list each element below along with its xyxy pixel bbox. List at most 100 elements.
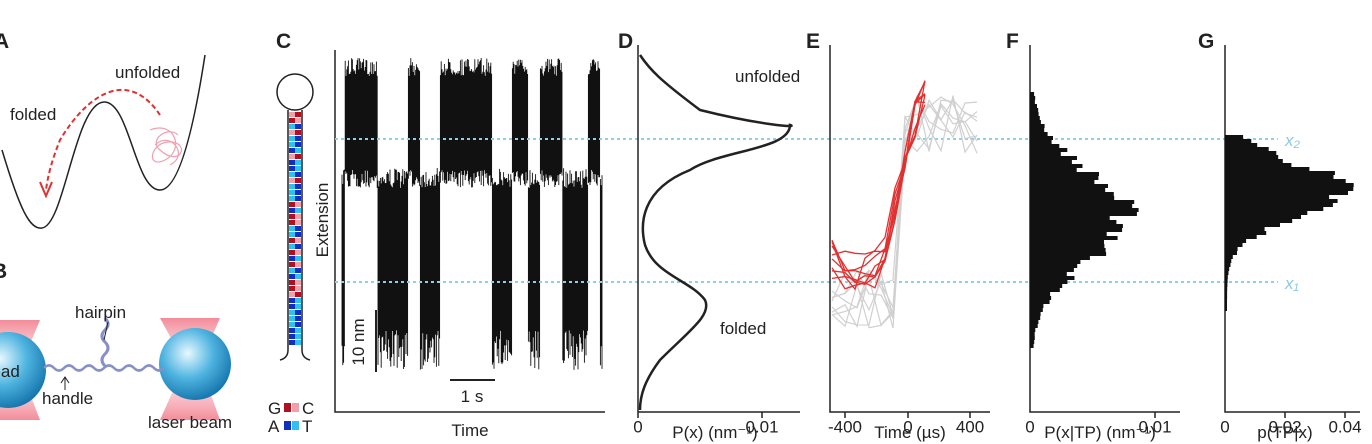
legend-base: A: [268, 417, 280, 436]
hist-bar: [1225, 287, 1228, 291]
hist-bar: [1030, 144, 1060, 148]
x-tick-label: 0: [633, 418, 642, 437]
hist-bar: [1225, 231, 1267, 235]
base: [295, 166, 301, 171]
red-path: [831, 93, 926, 290]
base: [289, 268, 295, 273]
hist-bar: [1030, 292, 1051, 296]
trace-lines: [341, 58, 603, 370]
hist-bar: [1225, 247, 1238, 251]
base: [295, 334, 301, 339]
x-tick-label: 0: [1220, 418, 1229, 437]
hist-bar: [1030, 192, 1114, 196]
hist-bar: [1225, 139, 1252, 143]
hist-bar: [1030, 160, 1072, 164]
panel-label: D: [618, 30, 633, 53]
x-tick-label: 0.01: [745, 418, 778, 437]
base: [295, 340, 301, 345]
hist-bar: [1225, 215, 1301, 219]
panel-label: G: [1198, 30, 1214, 53]
hist-bar: [1225, 235, 1257, 239]
base: [295, 244, 301, 249]
base: [295, 196, 301, 201]
y-axis-label: Extension: [313, 183, 332, 258]
hist-bar: [1030, 104, 1037, 108]
base: [295, 274, 301, 279]
base: [289, 130, 295, 135]
base: [289, 184, 295, 189]
red-path: [831, 104, 926, 291]
base: [295, 328, 301, 333]
hist-bar: [1030, 196, 1115, 200]
axis: [637, 45, 800, 418]
hist-bar: [1225, 279, 1228, 283]
legend-swatch: [292, 403, 299, 412]
base: [289, 292, 295, 297]
legend-swatch: [292, 421, 299, 430]
base: [295, 262, 301, 267]
hist-bar: [1030, 172, 1099, 176]
hist-bar: [1225, 191, 1348, 195]
hist-bar: [1225, 267, 1230, 271]
hist-bar: [1030, 260, 1081, 264]
x-axis-label: Time (µs): [874, 423, 946, 442]
base: [289, 232, 295, 237]
hist-bar: [1225, 167, 1310, 171]
hist-bar: [1030, 100, 1035, 104]
hist-bar: [1030, 272, 1067, 276]
base: [295, 172, 301, 177]
base: [289, 250, 295, 255]
density-curve: [638, 54, 793, 411]
hist-bar: [1225, 275, 1228, 279]
unfolded-label: unfolded: [115, 63, 180, 82]
base: [289, 166, 295, 171]
grey-path: [831, 96, 978, 329]
hist-bar: [1030, 168, 1077, 172]
hist-bar: [1225, 203, 1333, 207]
hist-bar: [1030, 180, 1095, 184]
base: [295, 292, 301, 297]
panel-label: C: [276, 30, 291, 53]
base: [295, 310, 301, 315]
hist-bar: [1030, 280, 1068, 284]
base: [289, 334, 295, 339]
transition-paths: [831, 80, 978, 329]
hairpin-stem: [289, 112, 301, 345]
hist-bar: [1030, 324, 1038, 328]
hist-bar: [1030, 312, 1041, 316]
unfolded-label: unfolded: [735, 67, 800, 86]
hist-bar: [1030, 264, 1078, 268]
base: [289, 274, 295, 279]
base: [295, 280, 301, 285]
extension-trace: [341, 58, 603, 370]
hist-bar: [1225, 283, 1228, 287]
base: [295, 118, 301, 123]
hist-bar: [1030, 224, 1123, 228]
base: [295, 202, 301, 207]
x-axis-label: P(x|TP) (nm⁻¹): [1044, 423, 1156, 442]
x-tick-label: 0.02: [1268, 418, 1301, 437]
base: [295, 160, 301, 165]
hist-bar: [1225, 195, 1330, 199]
hist-bar: [1030, 300, 1050, 304]
hist-bar: [1225, 239, 1247, 243]
hist-bar: [1225, 155, 1279, 159]
stem-outline: [279, 110, 311, 361]
base: [295, 142, 301, 147]
hist-bar: [1225, 147, 1269, 151]
histogram: [1225, 135, 1354, 311]
hist-bar: [1030, 148, 1068, 152]
hist-bar: [1225, 151, 1277, 155]
hist-bar: [1225, 299, 1227, 303]
red-path: [831, 94, 926, 285]
hist-bar: [1225, 259, 1232, 263]
hist-bar: [1030, 96, 1036, 100]
base: [295, 208, 301, 213]
x-tick-label: 400: [956, 418, 984, 437]
legend-swatch: [284, 421, 291, 430]
hist-bar: [1225, 251, 1237, 255]
base: [289, 178, 295, 183]
hist-bar: [1030, 228, 1123, 232]
x-axis-label: P(x) (nm⁻¹): [672, 423, 757, 442]
